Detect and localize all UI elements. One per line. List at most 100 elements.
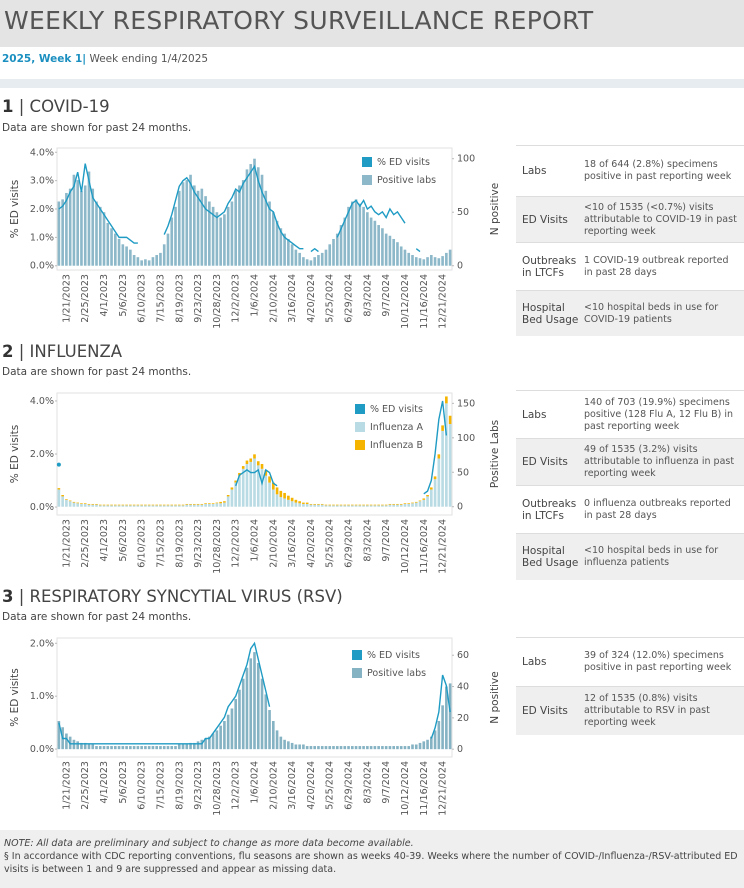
bar: [129, 746, 132, 750]
bar: [170, 505, 174, 507]
bar: [76, 502, 80, 504]
bar: [177, 504, 181, 506]
row-text: 0 influenza outbreaks reported in past 2…: [584, 497, 731, 521]
bar: [305, 503, 309, 507]
notes: NOTE: All data are preliminary and subje…: [0, 830, 744, 888]
plot-frame: [56, 637, 453, 758]
bar: [249, 164, 253, 266]
bar: [68, 188, 72, 266]
x-tick-label: 10/28/2023: [212, 274, 223, 329]
bar: [403, 503, 407, 504]
y2-tick-label: 50: [457, 207, 469, 218]
bar: [399, 746, 403, 750]
bar: [204, 503, 207, 504]
divider-band: [0, 79, 744, 88]
table-row: Hospital Bed Usage <10 hospital beds in u…: [516, 290, 744, 336]
bar: [320, 504, 324, 507]
bar: [388, 504, 392, 507]
bar: [136, 257, 140, 266]
bar: [290, 497, 294, 502]
bar: [95, 201, 98, 266]
bar: [275, 494, 279, 507]
x-tick-label: 6/29/2024: [344, 274, 355, 323]
y-tick-label: 0.0%: [30, 502, 54, 513]
y-tick-label: 3.0%: [30, 176, 54, 187]
bar: [230, 201, 234, 266]
bar: [335, 233, 339, 266]
bar: [170, 504, 174, 506]
legend-label: % ED visits: [367, 650, 420, 661]
table-row: Labs 140 of 703 (19.9%) specimens positiv…: [516, 390, 744, 438]
bar: [144, 504, 147, 506]
row-label: ED Visits: [522, 705, 568, 717]
bar: [411, 503, 414, 507]
table-row: Outbreaks in LTCFs 0 influenza outbreaks …: [516, 485, 744, 533]
bar: [215, 730, 219, 750]
bar: [140, 746, 143, 750]
x-tick-label: 1/6/2024: [250, 519, 261, 562]
bar: [324, 249, 328, 266]
bar: [166, 746, 170, 750]
x-tick-label: 3/16/2024: [287, 519, 298, 568]
bar: [91, 504, 95, 507]
bar: [290, 244, 294, 266]
bar: [305, 259, 309, 266]
bar: [426, 496, 429, 507]
bar: [147, 746, 151, 750]
bar: [354, 504, 358, 506]
row-label: Hospital Bed Usage: [522, 545, 579, 569]
bar: [196, 190, 200, 266]
x-tick-label: 10/12/2024: [400, 274, 411, 329]
report-title: WEEKLY RESPIRATORY SURVEILLANCE REPORT: [4, 6, 594, 35]
table-row: ED Visits <10 of 1535 (<0.7%) visits attr…: [516, 196, 744, 242]
bar: [185, 504, 189, 507]
bar: [362, 746, 365, 750]
bar: [189, 503, 192, 505]
bar: [57, 488, 61, 490]
row-text: 18 of 644 (2.8%) specimens positive in p…: [584, 159, 732, 182]
bar: [403, 249, 407, 266]
bar: [418, 500, 422, 502]
bar: [200, 503, 204, 505]
x-tick-label: 5/6/2023: [118, 761, 129, 804]
bar: [72, 501, 76, 503]
bar: [230, 487, 234, 490]
bar: [414, 257, 418, 266]
x-tick-label: 4/20/2024: [306, 519, 317, 568]
bar: [448, 424, 452, 507]
y2-tick-label: 150: [457, 398, 475, 409]
bar: [441, 430, 444, 507]
bar: [174, 505, 177, 507]
bar: [87, 504, 91, 507]
bar: [215, 502, 219, 504]
bar: [332, 238, 335, 266]
bar: [298, 744, 301, 750]
bar: [268, 201, 271, 266]
bar: [121, 505, 125, 507]
bar: [196, 503, 200, 505]
bar: [185, 503, 189, 505]
bar: [392, 504, 396, 507]
x-tick-label: 10/28/2023: [212, 761, 223, 816]
legend-label: % ED visits: [377, 157, 430, 168]
bar: [388, 235, 392, 266]
bar: [441, 425, 444, 431]
bar: [407, 252, 411, 266]
section-title: INFLUENZA: [29, 342, 123, 361]
x-tick-label: 9/7/2024: [381, 519, 392, 562]
bar: [219, 217, 222, 266]
bar: [87, 503, 91, 505]
bar: [76, 180, 80, 266]
bar: [208, 201, 211, 266]
y2-tick-label: 40: [457, 682, 469, 693]
bar: [200, 188, 204, 266]
bar: [76, 741, 80, 750]
bar: [204, 738, 207, 750]
bar: [147, 505, 151, 507]
x-tick-label: 6/10/2023: [137, 519, 148, 568]
bar: [117, 746, 121, 750]
x-tick-label: 3/16/2024: [287, 761, 298, 810]
y2-tick-label: 50: [457, 467, 469, 478]
bar: [76, 503, 80, 507]
bar: [411, 744, 414, 750]
